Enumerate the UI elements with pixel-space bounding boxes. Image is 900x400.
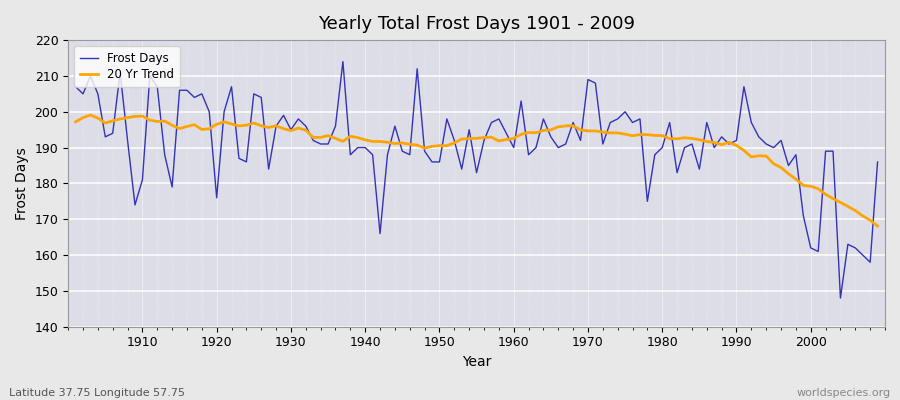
Frost Days xyxy=(130,202,140,207)
20 Yr Trend xyxy=(345,134,356,139)
20 Yr Trend xyxy=(85,113,95,118)
Frost Days xyxy=(835,296,846,300)
Text: worldspecies.org: worldspecies.org xyxy=(796,388,891,398)
20 Yr Trend xyxy=(508,136,519,141)
Frost Days xyxy=(605,120,616,125)
Frost Days xyxy=(293,116,304,121)
Line: 20 Yr Trend: 20 Yr Trend xyxy=(76,115,878,226)
Frost Days xyxy=(338,59,348,64)
20 Yr Trend xyxy=(516,132,526,137)
Frost Days xyxy=(508,145,519,150)
Frost Days xyxy=(70,84,81,89)
Frost Days xyxy=(345,152,356,157)
20 Yr Trend xyxy=(301,128,311,133)
20 Yr Trend xyxy=(70,119,81,124)
Frost Days xyxy=(872,160,883,164)
Line: Frost Days: Frost Days xyxy=(76,62,878,298)
20 Yr Trend xyxy=(137,114,148,118)
Title: Yearly Total Frost Days 1901 - 2009: Yearly Total Frost Days 1901 - 2009 xyxy=(318,15,635,33)
Y-axis label: Frost Days: Frost Days xyxy=(15,147,29,220)
X-axis label: Year: Year xyxy=(462,355,491,369)
Text: Latitude 37.75 Longitude 57.75: Latitude 37.75 Longitude 57.75 xyxy=(9,388,185,398)
20 Yr Trend xyxy=(605,130,616,135)
Legend: Frost Days, 20 Yr Trend: Frost Days, 20 Yr Trend xyxy=(74,46,180,87)
20 Yr Trend xyxy=(872,224,883,228)
Frost Days xyxy=(516,99,526,104)
